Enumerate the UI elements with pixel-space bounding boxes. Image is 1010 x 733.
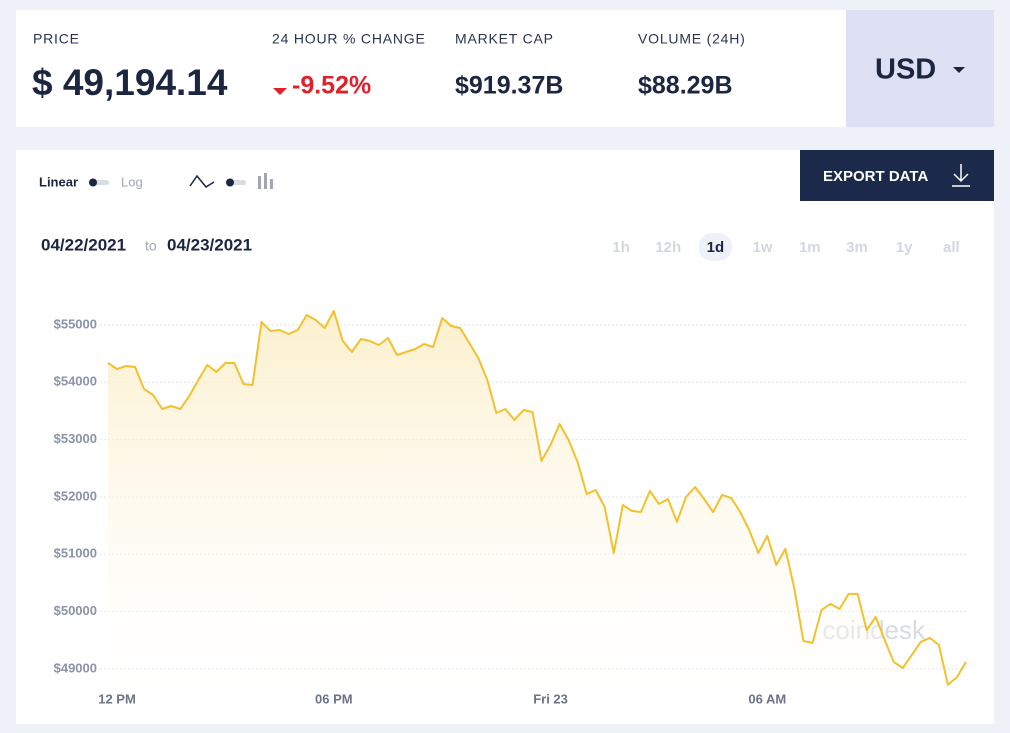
plot: $49000 $50000 $51000 $52000 $53000 $54000 $550… — [54, 310, 967, 706]
range-word: to — [145, 238, 157, 254]
volume-label: VOLUME (24H) — [638, 31, 746, 47]
download-icon — [952, 164, 970, 187]
x-tick-label: 12 PM — [98, 691, 136, 706]
period-button[interactable]: 12h — [655, 239, 681, 256]
period-button[interactable]: all — [943, 239, 960, 256]
market-cap-label: MARKET CAP — [455, 31, 554, 47]
range-to: 04/23/2021 — [167, 235, 252, 254]
change: -9.52% — [292, 72, 371, 100]
log-option[interactable]: Log — [121, 174, 143, 189]
currency[interactable]: USD — [875, 54, 936, 86]
stats-card — [16, 10, 994, 127]
period-button[interactable]: 1w — [753, 239, 773, 256]
line-icon[interactable] — [189, 174, 215, 188]
range-from: 04/22/2021 — [41, 235, 126, 254]
period-button[interactable]: 3m — [846, 239, 868, 256]
x-tick-label: 06 PM — [315, 691, 353, 706]
x-tick-label: 06 AM — [748, 691, 786, 706]
period-button[interactable]: 1m — [799, 239, 821, 256]
period-button[interactable]: 1y — [896, 239, 913, 256]
period-button[interactable]: 1d — [707, 239, 725, 256]
y-tick-label: $54000 — [54, 374, 97, 389]
y-tick-label: $49000 — [54, 660, 97, 675]
price-line — [107, 310, 967, 686]
y-tick-label: $51000 — [54, 546, 97, 561]
price: $ 49,194.14 — [32, 62, 228, 103]
down-arrow — [273, 88, 287, 95]
caret — [953, 67, 965, 73]
market-cap: $919.37B — [455, 72, 563, 100]
volume: $88.29B — [638, 72, 733, 100]
price-label: PRICE — [33, 31, 80, 47]
y-tick-label: $55000 — [54, 316, 97, 331]
change-label: 24 HOUR % CHANGE — [272, 31, 426, 47]
area-fill — [108, 311, 966, 689]
period-highlight — [698, 233, 733, 261]
toggle-knob — [89, 178, 97, 187]
bar-icon[interactable] — [258, 173, 273, 189]
currency-select[interactable] — [846, 10, 994, 127]
y-tick-label: $50000 — [54, 603, 97, 618]
export-label[interactable]: EXPORT DATA — [823, 168, 928, 185]
toggle-knob — [226, 178, 234, 187]
x-tick-label: Fri 23 — [533, 691, 568, 706]
y-tick-label: $52000 — [54, 488, 97, 503]
y-tick-label: $53000 — [54, 431, 97, 446]
period-button[interactable]: 1h — [612, 239, 630, 256]
linear-option[interactable]: Linear — [39, 174, 78, 189]
